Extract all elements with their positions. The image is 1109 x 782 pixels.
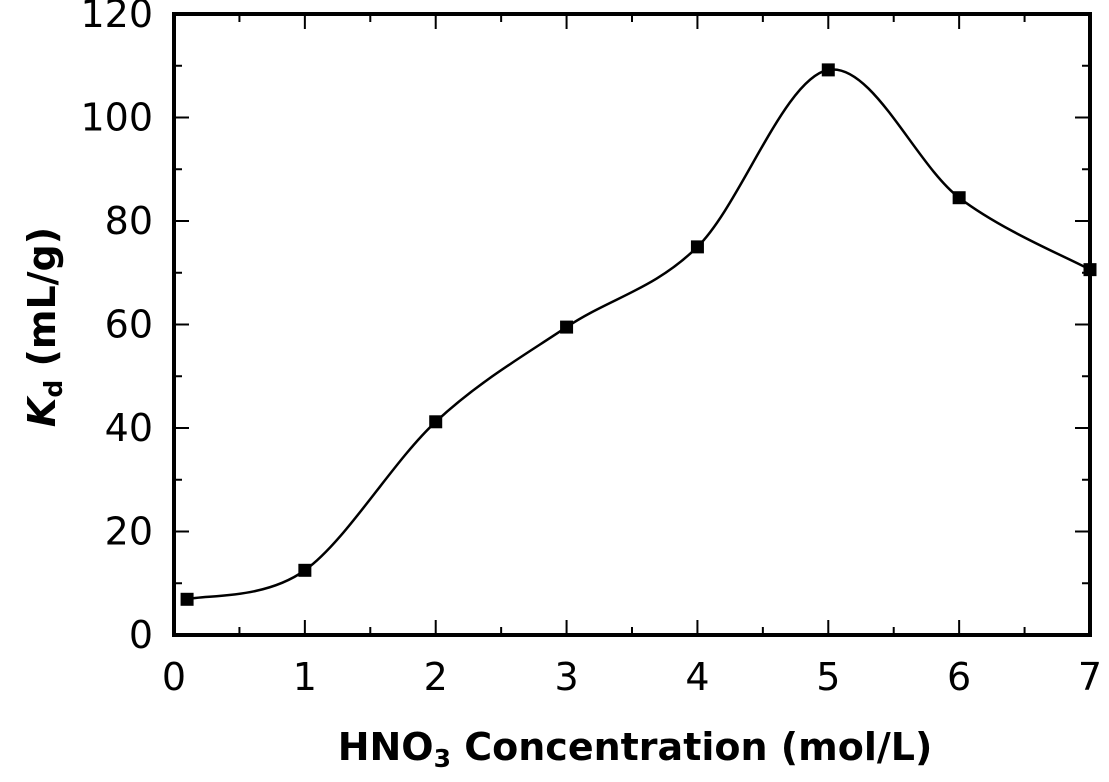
- y-tick-label: 40: [105, 406, 153, 450]
- x-tick-label: 4: [685, 655, 709, 699]
- data-point: [690, 240, 704, 254]
- x-tick-label: 0: [162, 655, 186, 699]
- series-line: [186, 68, 1091, 601]
- y-axis-title-text: Kd (mL/g): [20, 227, 68, 427]
- x-tick-label: 3: [554, 655, 578, 699]
- x-tick-label: 1: [293, 655, 317, 699]
- x-tick-label: 7: [1078, 655, 1102, 699]
- x-axis-title-prefix: HNO: [338, 725, 434, 769]
- x-tick-label: 6: [947, 655, 971, 699]
- y-tick-label: 20: [105, 510, 153, 554]
- y-tick-label: 80: [105, 199, 153, 243]
- y-tick-label: 120: [80, 0, 153, 36]
- x-axis-title: HNO3 Concentration (mol/L): [338, 725, 933, 773]
- x-tick-label: 5: [816, 655, 840, 699]
- y-axis-title-symbol: K: [20, 395, 64, 427]
- data-point: [429, 415, 443, 429]
- plot-frame: [172, 12, 1092, 637]
- data-point: [821, 63, 835, 77]
- y-axis-title-suffix: (mL/g): [20, 227, 64, 380]
- x-axis-title-suffix: Concentration (mol/L): [451, 725, 932, 769]
- x-axis-title-text: HNO3 Concentration (mol/L): [338, 725, 933, 773]
- data-point: [180, 592, 194, 606]
- y-tick-label: 0: [129, 613, 153, 657]
- y-axis-title-subscript: d: [39, 380, 68, 398]
- data-point: [560, 320, 574, 334]
- y-axis-title: Kd (mL/g): [20, 227, 68, 427]
- data-point: [1083, 263, 1097, 277]
- data-point: [298, 563, 312, 577]
- y-tick-label: 60: [105, 303, 153, 347]
- x-axis-title-subscript: 3: [434, 744, 451, 773]
- y-tick-label: 100: [80, 96, 153, 140]
- x-tick-label: 2: [424, 655, 448, 699]
- plot-area: 0 1 2 3 4 5 6 7 0 20 40 60 80 100 120: [80, 0, 1102, 699]
- data-point: [952, 191, 966, 205]
